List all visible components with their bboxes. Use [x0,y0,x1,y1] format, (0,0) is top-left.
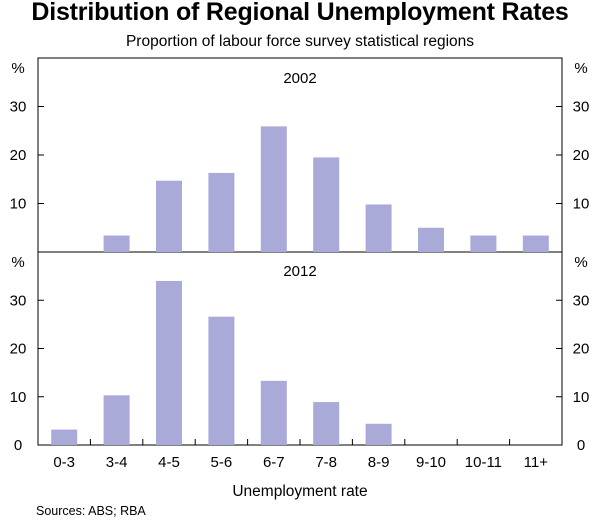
y-tick-label-left: 20 [10,341,27,358]
y-tick-label-right: 0 [577,437,585,454]
bar-2002-6-7 [260,126,287,252]
x-tick-label: 8-9 [368,454,390,471]
bar-2012-3-4 [103,395,130,445]
bar-2002-5-6 [208,172,235,252]
chart-subtitle: Proportion of labour force survey statis… [125,33,475,50]
x-tick-label: 10-11 [465,454,502,471]
y-tick-label-left: 10 [10,389,27,406]
bar-2002-7-8 [313,157,340,252]
bar-2002-3-4 [103,235,130,252]
panel-2012: 2012% % 0 0 10 10 20 20 30 30 [10,254,590,454]
bar-2002-10-11 [470,235,497,252]
panel-label-2002: 2002 [283,70,316,87]
bar-2012-0-3 [51,429,78,445]
y-tick-label-left: 20 [10,147,27,164]
x-tick-label: 0-3 [53,454,75,471]
x-tick-label: 11+ [524,454,549,471]
y-tick-label-left: 30 [10,292,27,309]
y-tick-label-left: 30 [10,99,27,116]
y-tick-label-right: 30 [573,292,590,309]
bar-2012-6-7 [260,380,287,445]
bar-2012-8-9 [365,423,392,445]
bar-2012-7-8 [313,402,340,445]
y-tick-label-right: 10 [573,196,590,213]
x-tick-label: 9-10 [416,454,446,471]
source-note: Sources: ABS; RBA [36,504,146,518]
y-tick-label-left: 10 [10,196,27,213]
panel-2002: 2002% % 10 10 20 20 30 30 [10,60,590,252]
x-tick-label: 3-4 [106,454,128,471]
bar-2002-11+ [522,235,549,252]
bar-2002-8-9 [365,204,392,252]
y-tick-label-right: 20 [573,341,590,358]
y-tick-label-right: 10 [573,389,590,406]
x-axis: 0-3 3-4 4-5 5-6 6-7 7-8 8-9 9-10 10-11 11+ Unemplo… [53,439,548,500]
bar-2012-5-6 [208,316,235,445]
y-unit-right: % [574,254,587,271]
y-tick-label-right: 20 [573,147,590,164]
x-tick-label: 5-6 [211,454,233,471]
x-tick-label: 7-8 [315,454,337,471]
y-tick-label-right: 30 [573,99,590,116]
y-unit-right: % [574,60,587,77]
x-tick-label: 4-5 [158,454,180,471]
chart-title: Distribution of Regional Unemployment Ra… [31,0,569,26]
bar-2002-4-5 [156,180,182,252]
bar-2002-9-10 [418,227,444,252]
y-unit-left: % [11,60,24,77]
x-axis-label: Unemployment rate [232,483,367,500]
y-tick-label-left: 0 [14,437,22,454]
y-unit-left: % [11,254,24,271]
panel-label-2012: 2012 [283,263,316,280]
bar-2012-4-5 [156,280,182,445]
x-tick-label: 6-7 [263,454,285,471]
